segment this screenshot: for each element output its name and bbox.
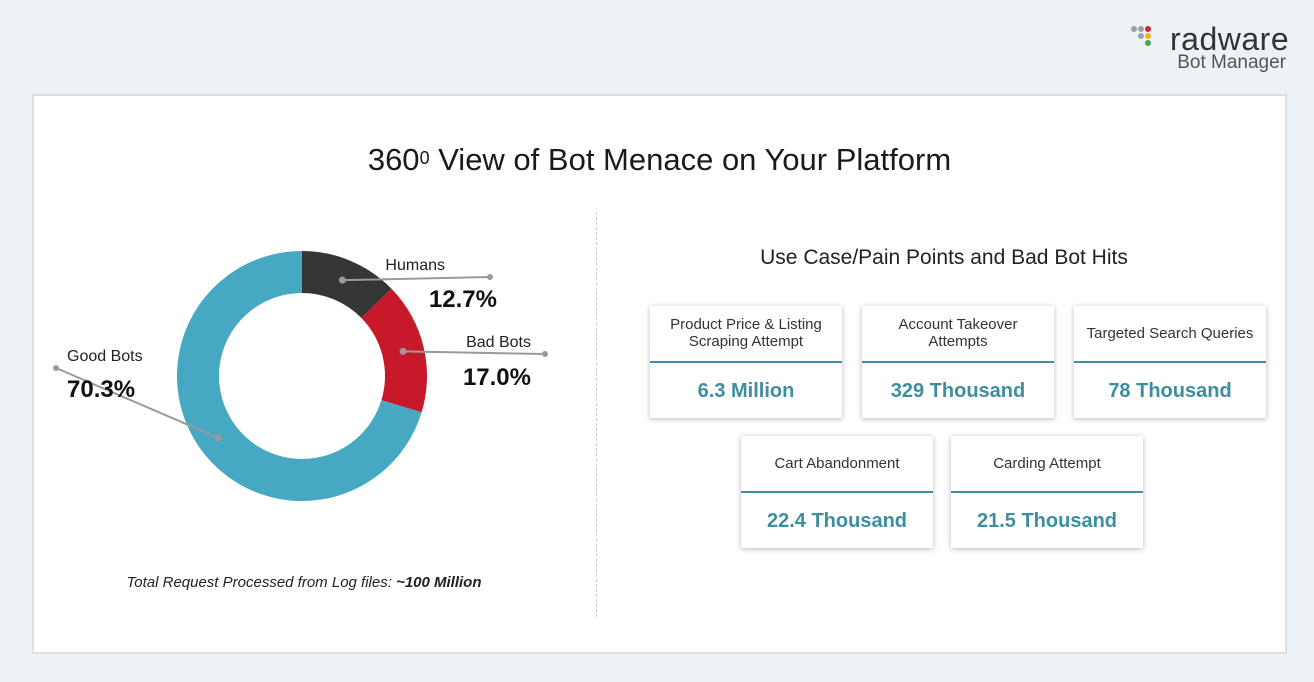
label-humans: Humans — [385, 257, 445, 274]
label-bad-bots: Bad Bots — [466, 334, 531, 351]
title-number: 360 — [367, 142, 420, 177]
brand-product: Bot Manager — [1177, 52, 1286, 73]
card-divider — [862, 361, 1054, 363]
logo-dot — [1145, 26, 1151, 32]
leader-line-bad-bots — [403, 350, 546, 355]
leader-end-good-bots — [53, 365, 59, 371]
logo-dot — [1145, 33, 1151, 39]
dashboard-panel: 3600 View of Bot Menace on Your Platform… — [32, 94, 1287, 654]
value-bad-bots: 17.0% — [463, 364, 531, 391]
logo-dot — [1145, 40, 1151, 46]
card-divider — [951, 491, 1143, 493]
leader-dot-good-bots — [214, 434, 222, 442]
slice-good-bots — [177, 251, 422, 501]
section-divider — [596, 212, 597, 617]
value-good-bots: 70.3% — [67, 376, 135, 403]
leader-line-good-bots — [55, 367, 219, 439]
card-value: 22.4 Thousand — [766, 509, 908, 532]
leader-end-bad-bots — [542, 351, 548, 357]
leader-line-humans — [342, 276, 491, 282]
use-case-card: Targeted Search Queries 78 Thousand — [1074, 306, 1266, 418]
title-rest: View of Bot Menace on Your Platform — [429, 142, 952, 177]
card-value: 6.3 Million — [697, 379, 795, 402]
card-label: Carding Attempt — [993, 454, 1101, 472]
footnote-total: ~100 Million — [396, 574, 482, 591]
logo-dot — [1131, 26, 1137, 32]
use-case-card: Product Price & Listing Scraping Attempt… — [650, 306, 842, 418]
radware-logo: radware Bot Manager — [1128, 20, 1298, 76]
card-divider — [1074, 361, 1266, 363]
label-good-bots: Good Bots — [67, 348, 143, 365]
leader-dot-bad-bots — [399, 347, 407, 355]
footnote: Total Request Processed from Log files: … — [114, 574, 494, 591]
card-label: Product Price & Listing Scraping Attempt — [670, 316, 822, 350]
card-divider — [650, 361, 842, 363]
logo-dot — [1138, 26, 1144, 32]
leader-dot-humans — [338, 276, 346, 284]
leader-end-humans — [487, 274, 493, 280]
card-divider — [741, 491, 933, 493]
card-value: 329 Thousand — [890, 379, 1026, 402]
slice-humans — [302, 251, 392, 319]
slice-bad-bots — [361, 288, 427, 413]
use-case-title: Use Case/Pain Points and Bad Bot Hits — [760, 246, 1128, 269]
card-label: Account Takeover Attempts — [898, 316, 1018, 350]
use-case-card: Account Takeover Attempts 329 Thousand — [862, 306, 1054, 418]
value-humans: 12.7% — [429, 286, 497, 313]
brand-name: radware — [1170, 21, 1290, 57]
card-value: 78 Thousand — [1108, 379, 1232, 402]
bot-traffic-donut-chart: Humans 12.7% Bad Bots 17.0% Good Bots 70.3% — [53, 251, 548, 501]
use-case-card: Carding Attempt 21.5 Thousand — [951, 436, 1143, 548]
use-case-card: Cart Abandonment 22.4 Thousand — [741, 436, 933, 548]
title-degree: 0 — [419, 148, 430, 168]
card-value: 21.5 Thousand — [976, 509, 1118, 532]
card-label: Cart Abandonment — [774, 454, 900, 472]
card-label: Targeted Search Queries — [1086, 324, 1254, 342]
page-title: 3600 View of Bot Menace on Your Platform — [34, 142, 1285, 178]
footnote-text: Total Request Processed from Log files: — [126, 574, 397, 591]
logo-dot — [1138, 33, 1144, 39]
logo-dots-icon — [1131, 26, 1151, 46]
